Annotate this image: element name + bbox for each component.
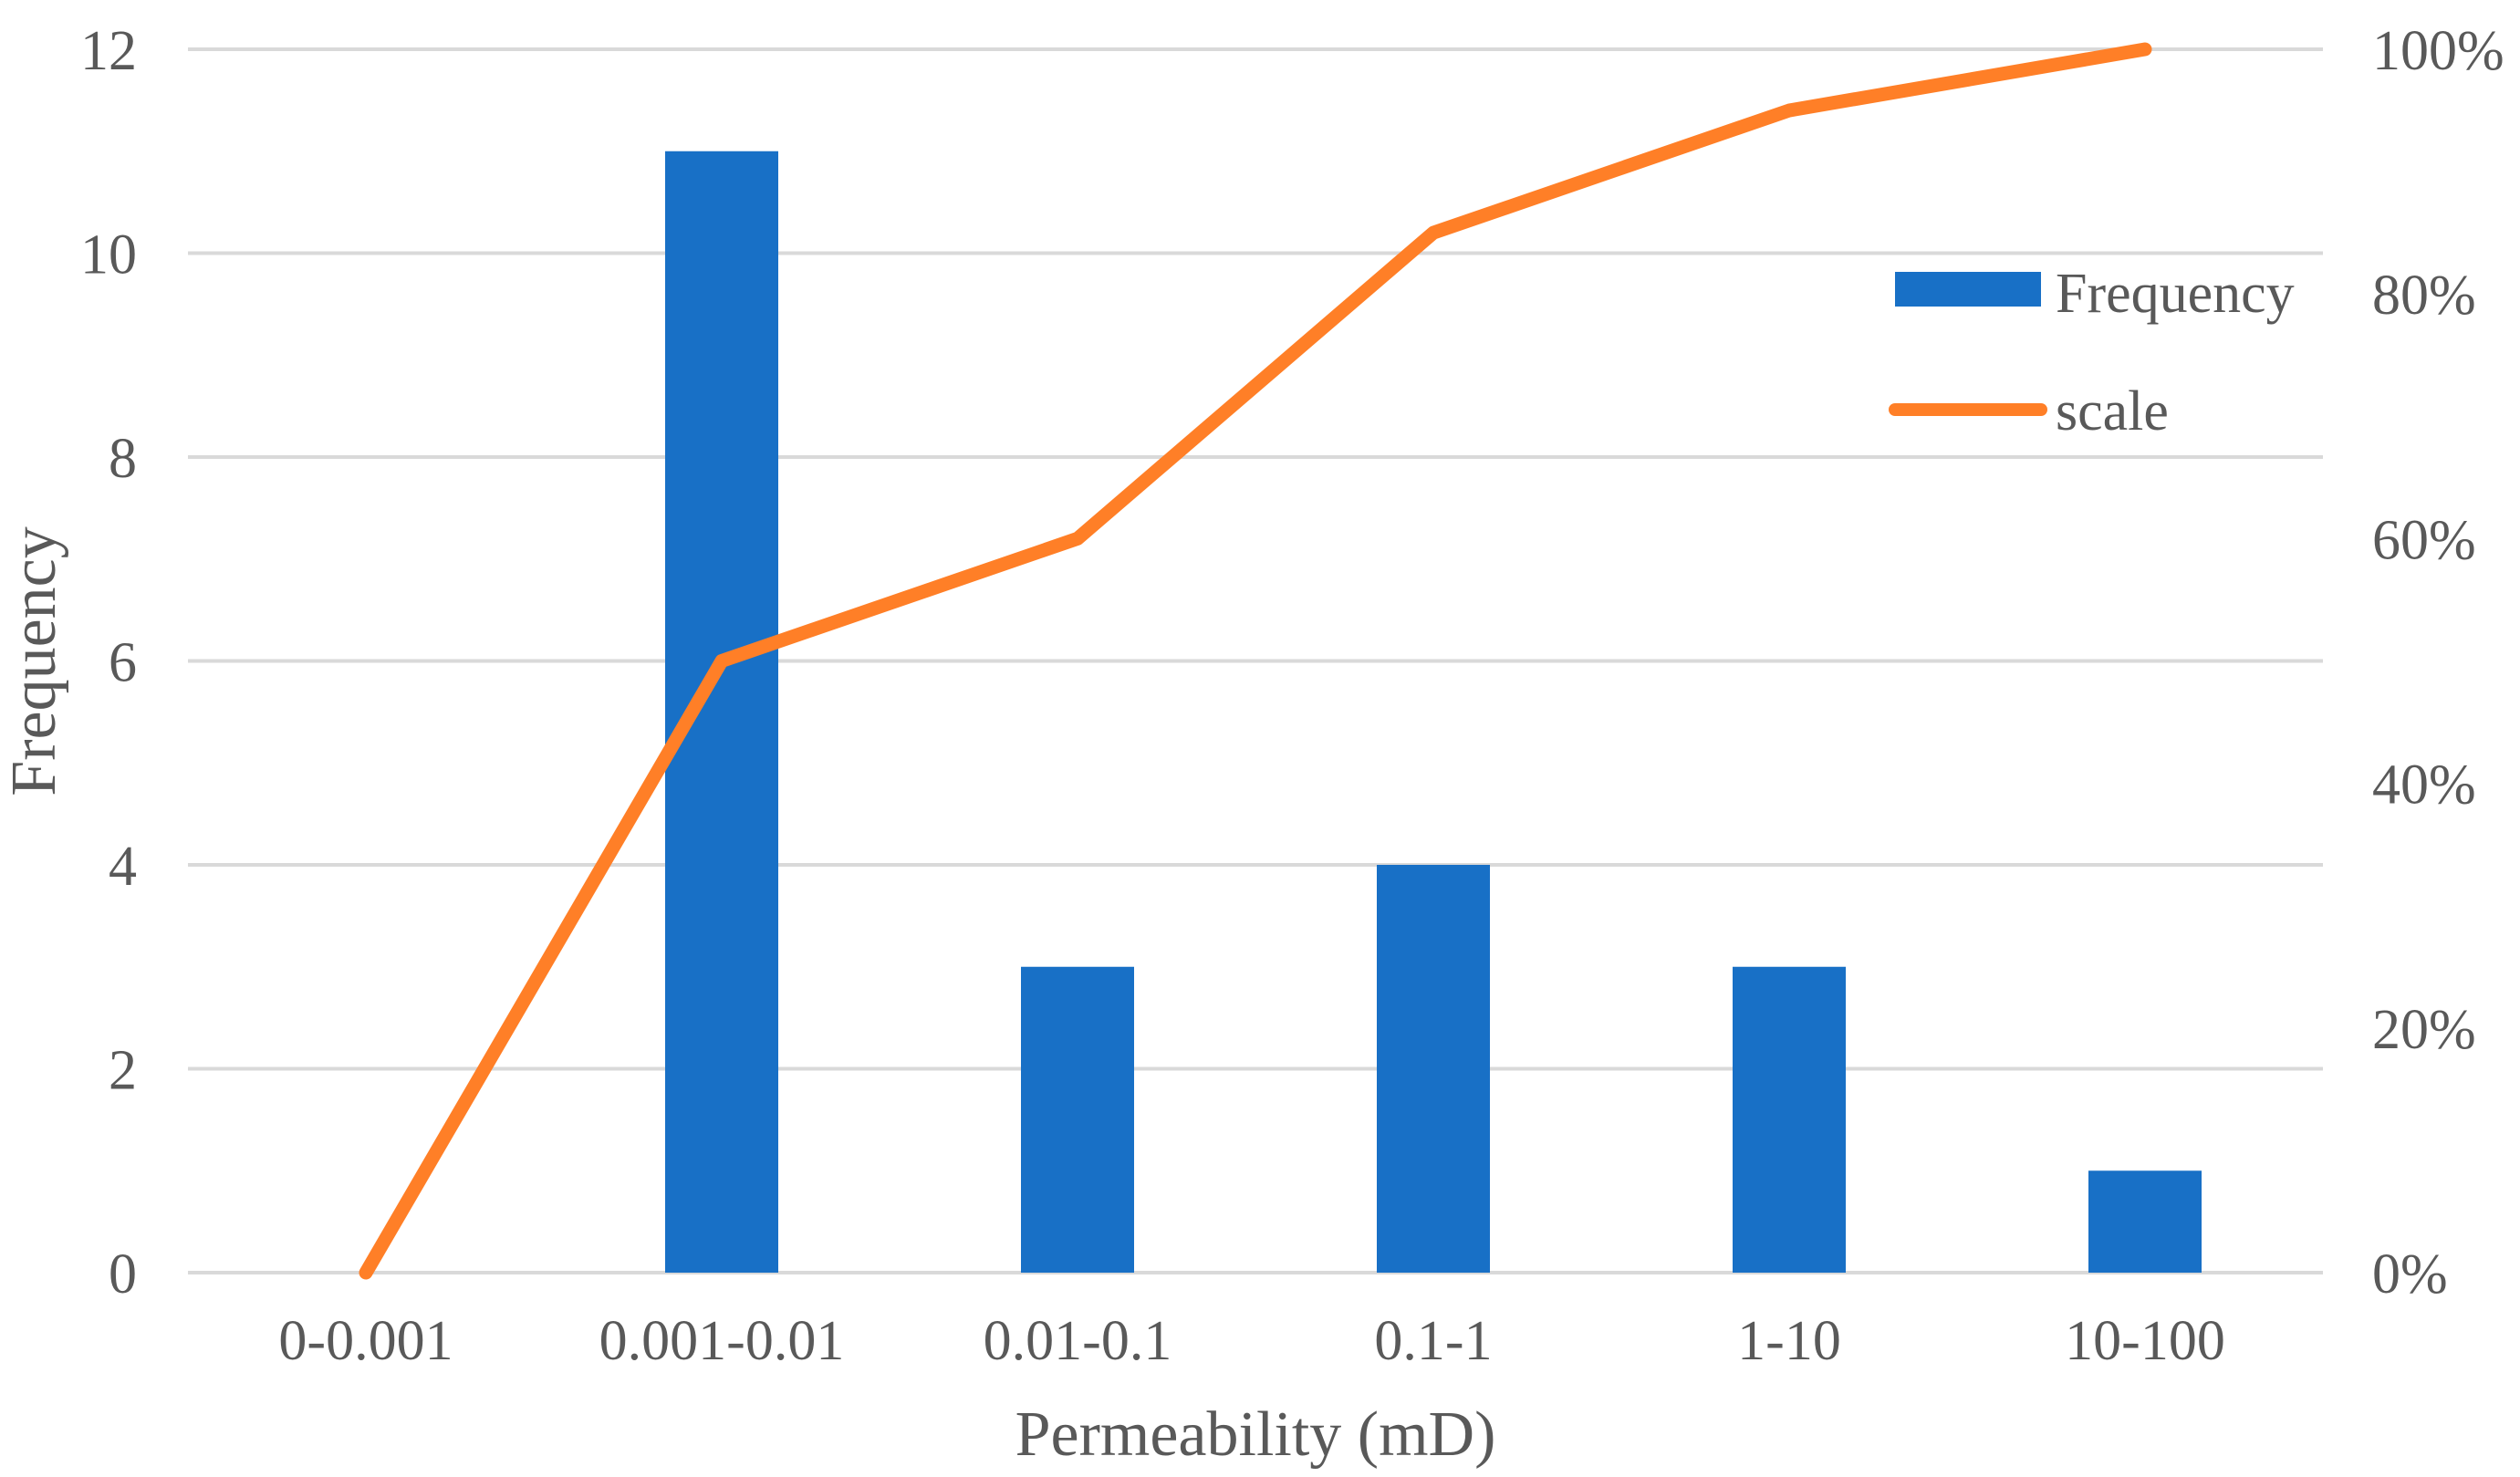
y2-tick-label: 60%: [2372, 509, 2476, 571]
bar-layer: [665, 151, 2202, 1273]
y-tick-label: 6: [109, 632, 137, 694]
y2-tick-label: 20%: [2372, 999, 2476, 1061]
x-tick-label: 0-0.001: [278, 1310, 453, 1372]
x-tick-label: 0.001-0.01: [599, 1310, 845, 1372]
x-tick-label: 10-100: [2065, 1310, 2225, 1372]
y2-tick-label: 100%: [2372, 20, 2504, 82]
legend: Frequency scale: [1889, 263, 2295, 442]
grid-layer: [188, 47, 2323, 1274]
y-tick-label: 12: [80, 20, 137, 82]
y2-tick-label: 0%: [2372, 1243, 2448, 1305]
x-tick-label: 0.1-1: [1374, 1310, 1492, 1372]
legend-swatch-frequency: [1895, 272, 2041, 307]
scale-line: [359, 42, 2152, 1280]
y2-tick-label: 40%: [2372, 754, 2476, 817]
bar: [1377, 865, 1490, 1273]
bar: [2088, 1170, 2202, 1273]
legend-label-scale: scale: [2056, 380, 2169, 442]
x-tick-label: 1-10: [1737, 1310, 1841, 1372]
bar: [1733, 966, 1846, 1273]
y-tick-label: 0: [109, 1243, 137, 1305]
tick-layer: 0 2 4 6 8 10 12 0% 20% 40% 60% 80% 100% 0-0.001 0.001-…: [80, 20, 2504, 1372]
line-layer: [359, 42, 2152, 1280]
y-tick-label: 2: [109, 1040, 137, 1102]
legend-label-frequency: Frequency: [2056, 263, 2295, 325]
x-tick-label: 0.01-0.1: [984, 1310, 1172, 1372]
y2-tick-label: 80%: [2372, 265, 2476, 327]
y-tick-label: 10: [80, 224, 137, 286]
y-tick-label: 4: [109, 836, 137, 898]
bar: [1021, 966, 1134, 1273]
bar: [665, 151, 778, 1273]
x-axis-title: Permeability (mD): [1015, 1399, 1496, 1470]
y-tick-label: 8: [109, 428, 137, 490]
y-axis-title: Frequency: [0, 526, 69, 796]
